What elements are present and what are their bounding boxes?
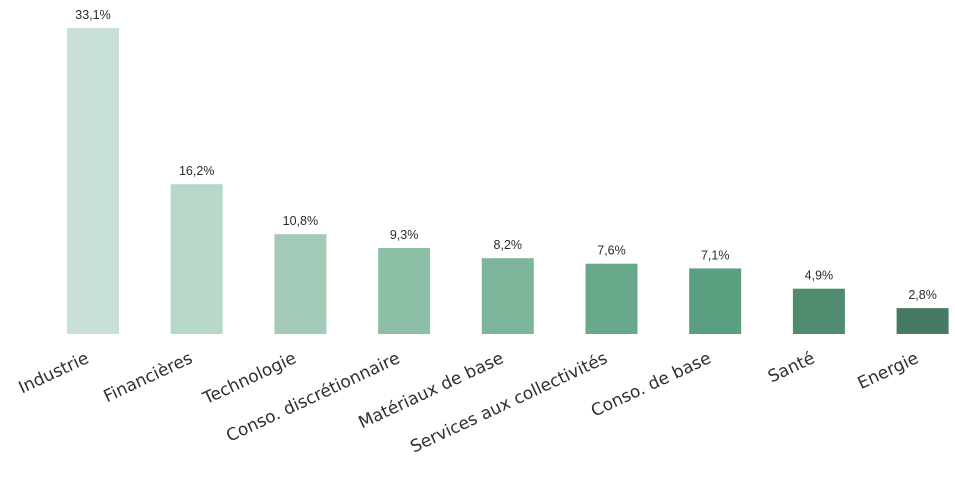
value-label-2: 16,2% xyxy=(179,164,214,178)
category-label-2: Financières xyxy=(101,348,196,407)
value-label-7: 7,1% xyxy=(701,248,730,262)
bar-7 xyxy=(689,268,742,334)
value-label-5: 8,2% xyxy=(494,238,523,252)
category-label-1: Industrie xyxy=(16,348,92,398)
value-label-3: 10,8% xyxy=(283,214,318,228)
bar-6 xyxy=(585,263,638,334)
category-label-4: Conso. discrétionnaire xyxy=(223,348,403,446)
category-label-9: Energie xyxy=(855,348,922,393)
value-label-1: 33,1% xyxy=(75,8,110,22)
value-label-6: 7,6% xyxy=(597,244,626,258)
bar-1 xyxy=(67,28,119,334)
value-label-8: 4,9% xyxy=(805,269,834,283)
value-labels-group: 33,1% 16,2% 10,8% 9,3% 8,2% 7,6% 7,1% 4,9% 2,8% xyxy=(75,8,937,302)
bar-9 xyxy=(896,308,949,334)
bars-group xyxy=(67,28,949,334)
value-label-4: 9,3% xyxy=(390,228,419,242)
category-label-8: Santé xyxy=(765,348,818,387)
value-label-9: 2,8% xyxy=(908,288,937,302)
bar-2 xyxy=(170,184,223,334)
category-label-6: Services aux collectivités xyxy=(407,348,610,457)
bar-3 xyxy=(274,234,327,334)
bar-5 xyxy=(481,258,534,334)
bar-8 xyxy=(792,288,845,334)
bar-4 xyxy=(378,248,431,334)
